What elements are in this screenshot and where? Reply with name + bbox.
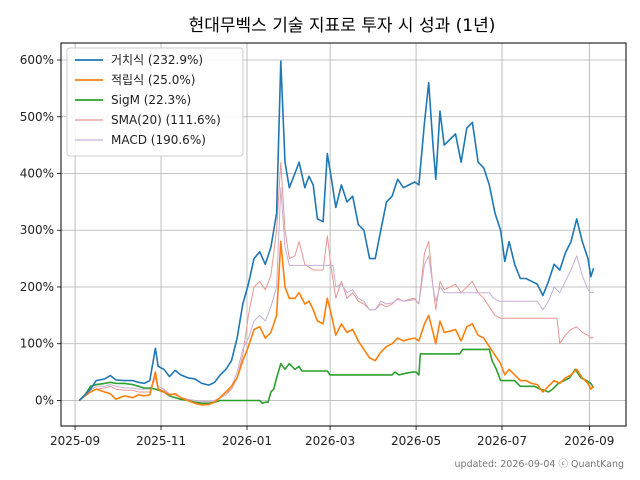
y-tick-label: 500% xyxy=(20,110,54,124)
legend-label-1: 적립식 (25.0%) xyxy=(111,73,195,87)
x-tick-label: 2025-11 xyxy=(136,434,186,448)
x-tick-label: 2026-03 xyxy=(305,434,355,448)
legend-label-3: SMA(20) (111.6%) xyxy=(111,113,221,127)
legend-label-4: MACD (190.6%) xyxy=(111,133,206,147)
tick-layer: 2025-09 2025-11 2026-01 2026-03 2026-05 2026-… xyxy=(20,53,615,448)
x-tick-label: 2026-01 xyxy=(222,434,272,448)
series-line-2 xyxy=(78,348,595,405)
x-tick-label: 2026-09 xyxy=(564,434,614,448)
series-line-4 xyxy=(78,187,594,403)
y-tick-label: 100% xyxy=(20,337,54,351)
series-line-0 xyxy=(78,60,595,402)
series-layer xyxy=(78,60,595,406)
y-tick-label: 200% xyxy=(20,280,54,294)
y-tick-label: 400% xyxy=(20,167,54,181)
legend-box xyxy=(66,47,244,157)
x-tick-label: 2026-07 xyxy=(477,434,527,448)
legend: 거치식 (232.9%) 적립식 (25.0%) SigM (22.3%) SMA(2… xyxy=(66,47,244,157)
y-tick-label: 600% xyxy=(20,53,54,67)
y-tick-label: 300% xyxy=(20,223,54,237)
plot-frame xyxy=(60,42,627,427)
legend-label-2: SigM (22.3%) xyxy=(111,93,191,107)
footer-credit: updated: 2026-09-04 ⓒ QuantKang xyxy=(455,459,624,470)
y-tick-label: 0% xyxy=(35,393,54,407)
x-tick-label: 2025-09 xyxy=(50,434,100,448)
legend-label-0: 거치식 (232.9%) xyxy=(111,53,203,67)
x-tick-label: 2026-05 xyxy=(391,434,441,448)
chart-title: 현대무벡스 기술 지표로 투자 시 성과 (1년) xyxy=(189,16,496,36)
series-line-1 xyxy=(78,240,595,406)
